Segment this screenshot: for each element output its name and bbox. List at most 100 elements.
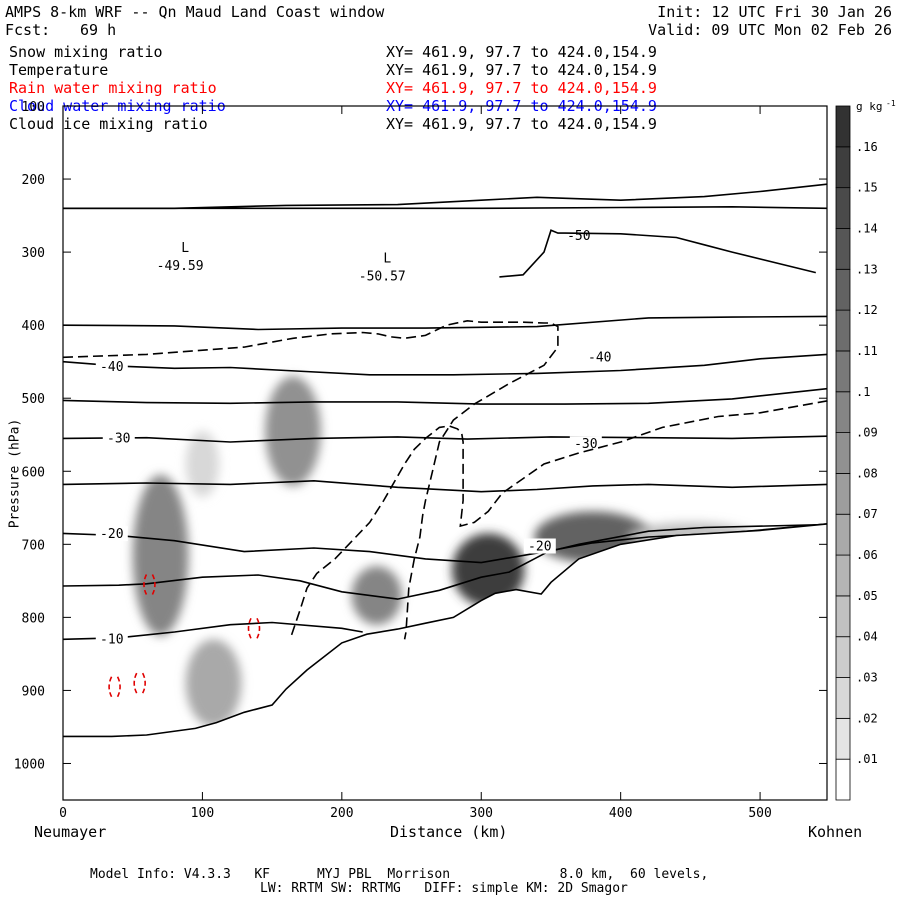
cloud-ice-contour: [62, 319, 559, 640]
isotherm-label-bg: [583, 349, 616, 365]
terrain-layer: [62, 523, 828, 800]
y-tick-label: 600: [22, 465, 45, 480]
rain-water-contour: [247, 617, 261, 639]
x-tick-label: 500: [748, 806, 771, 821]
y-tick-label: 100: [22, 100, 45, 115]
low-symbol: L: [181, 241, 189, 256]
field-name: Rain water mixing ratio: [9, 79, 217, 97]
y-tick-label: 200: [22, 173, 45, 188]
isotherm-label: -40: [100, 360, 123, 375]
isotherm-label: -20: [528, 540, 551, 555]
rain-water-contour: [133, 672, 146, 694]
colorbar-cell: [835, 432, 851, 474]
colorbar-cell: [835, 554, 851, 597]
colorbar-label: .04: [856, 630, 878, 644]
isotherm-line: [63, 205, 828, 210]
low-symbol: L: [383, 251, 391, 266]
low-value: -50.57: [359, 269, 406, 284]
colorbar-label: .02: [856, 711, 878, 725]
field-xy: XY= 461.9, 97.7 to 424.0,154.9: [386, 61, 657, 79]
isotherm-line: [62, 387, 828, 405]
isotherm-line: [62, 523, 828, 600]
isotherm-label-bg: [569, 436, 602, 452]
isotherm-line: [62, 353, 828, 376]
colorbar-cell: [835, 350, 851, 393]
cloud-ice-layer: [62, 319, 830, 640]
colorbar-label: .06: [856, 548, 878, 562]
y-tick-label: 300: [22, 246, 45, 261]
isotherm-label-bg: [562, 228, 595, 244]
init-time: Init: 12 UTC Fri 30 Jan 26: [657, 3, 892, 21]
y-tick-label: 700: [22, 538, 45, 553]
colorbar-cell: [835, 595, 851, 638]
y-tick-label: 1000: [14, 757, 45, 772]
rain-layer: [108, 574, 261, 698]
terrain-fill-left: [63, 736, 98, 800]
y-tick-label: 400: [22, 319, 45, 334]
colorbar-cell: [835, 513, 851, 556]
y-tick-label: 800: [22, 611, 45, 626]
isotherm-label-bg: [523, 538, 556, 554]
plot-frame: [62, 105, 828, 801]
isotherm-label-bg: [95, 358, 128, 374]
colorbar-cell: [835, 187, 851, 229]
axes-layer: 0 100 200 300 400 500 100 200 300 400 500 600 700 800…: [14, 100, 828, 821]
x-tick-label: 400: [609, 806, 632, 821]
isotherm-label-bg: [102, 430, 135, 446]
snow-blob: [265, 376, 321, 486]
snow-blob: [132, 474, 189, 636]
colorbar-label: .13: [856, 262, 878, 276]
isotherm-label-bg: [95, 526, 128, 542]
colorbar-cell: [835, 268, 851, 311]
colorbar-layer: .01 .02 .03 .04 .05 .06 .07 .08 .09 .1 .11 .12 .13 .1…: [835, 99, 896, 801]
isotherm-label: -40: [588, 350, 611, 365]
y-tick-label: 500: [22, 392, 45, 407]
x-tick-label: 0: [59, 806, 67, 821]
colorbar-cell: [835, 228, 851, 270]
isotherm-label-bg: [95, 631, 128, 647]
colorbar-cell: [835, 717, 851, 760]
isotherm-line: [63, 183, 828, 210]
x-end-label: Kohnen: [808, 823, 863, 841]
valid-time: Valid: 09 UTC Mon 02 Feb 26: [648, 21, 892, 39]
colorbar-cell: [835, 391, 851, 433]
field-xy: XY= 461.9, 97.7 to 424.0,154.9: [386, 115, 657, 133]
x-start-label: Neumayer: [34, 823, 107, 841]
colorbar-cell: [835, 146, 851, 189]
cloud-ice-contour: [290, 399, 830, 636]
x-axis-label: Distance (km): [390, 823, 508, 841]
x-tick-label: 100: [191, 806, 214, 821]
isotherm-label: -30: [574, 437, 597, 452]
field-name: Cloud ice mixing ratio: [9, 115, 208, 133]
colorbar-label: .08: [856, 466, 878, 480]
colorbar-label: .11: [856, 344, 878, 358]
x-tick-label: 300: [470, 806, 493, 821]
x-tick-label: 200: [330, 806, 353, 821]
colorbar-cell: [835, 758, 851, 801]
header-title: AMPS 8-km WRF -- Qn Maud Land Coast wind…: [5, 3, 385, 21]
isotherm-line: [499, 229, 816, 278]
colorbar-unit-exponent: -1: [886, 99, 896, 108]
y-axis-label: Pressure (hPa): [7, 418, 23, 529]
isotherm-line: [62, 315, 828, 331]
field-xy: XY= 461.9, 97.7 to 424.0,154.9: [386, 79, 657, 97]
isotherm-label: -20: [100, 527, 123, 542]
field-name: Snow mixing ratio: [9, 43, 163, 61]
colorbar-label: .01: [856, 752, 878, 766]
snow-blob: [351, 566, 402, 625]
isotherm-label: -50: [567, 229, 590, 244]
field-xy: XY= 461.9, 97.7 to 424.0,154.9: [386, 43, 657, 61]
isotherm-line: [62, 479, 828, 493]
low-value: -49.59: [157, 259, 204, 274]
colorbar-cell: [835, 105, 851, 148]
colorbar-label: .05: [856, 589, 878, 603]
colorbar-cell: [835, 677, 851, 719]
isotherm-label: -10: [100, 632, 123, 647]
colorbar-unit: g kg: [856, 100, 883, 113]
colorbar-cell: [835, 309, 851, 352]
rain-water-contour: [108, 676, 121, 698]
model-info-line2: LW: RRTM SW: RRTMG DIFF: simple KM: 2D S…: [260, 881, 628, 896]
terrain-surface: [62, 523, 828, 738]
colorbar-label: .07: [856, 507, 878, 521]
